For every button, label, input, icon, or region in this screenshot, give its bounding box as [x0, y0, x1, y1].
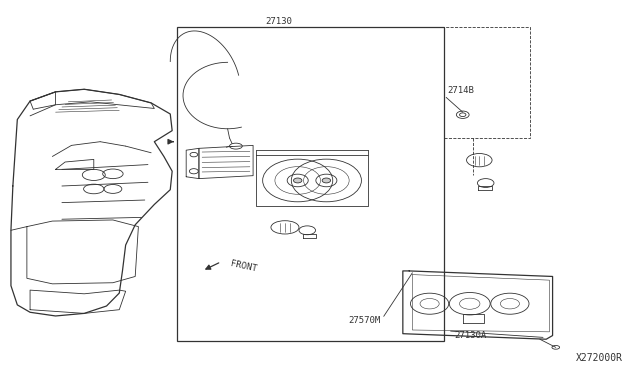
Text: X272000R: X272000R	[576, 353, 623, 363]
Ellipse shape	[294, 178, 302, 183]
Text: 2714B: 2714B	[447, 86, 474, 94]
Bar	[444, 27, 531, 138]
Text: 27130: 27130	[265, 17, 292, 26]
Text: 27570M: 27570M	[348, 316, 381, 325]
Text: 27130A: 27130A	[454, 331, 486, 340]
Bar	[177, 27, 444, 341]
Text: FRONT: FRONT	[230, 259, 258, 274]
Ellipse shape	[322, 178, 331, 183]
